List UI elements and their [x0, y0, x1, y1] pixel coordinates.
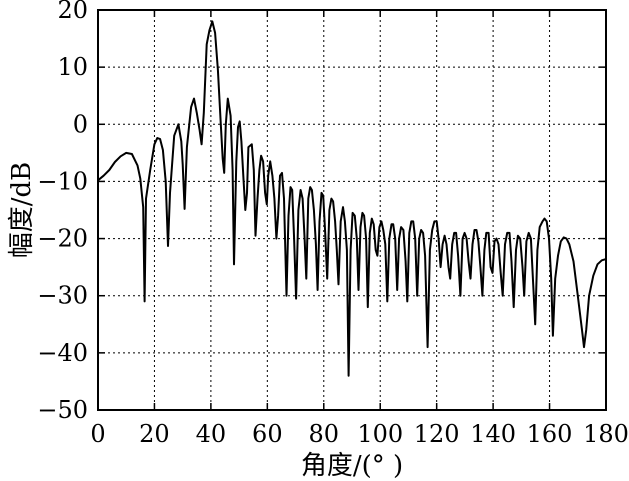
x-tick-label: 160 — [527, 420, 573, 448]
y-tick-label: 20 — [57, 0, 88, 24]
plot-frame — [97, 9, 607, 411]
x-tick-label: 40 — [196, 420, 227, 448]
y-tick-label: −30 — [37, 282, 88, 310]
y-tick-labels: 20 10 0 −10 −20 −30 −40 −50 — [37, 0, 88, 424]
x-tick-label: 20 — [139, 420, 170, 448]
x-tick-label: 60 — [252, 420, 283, 448]
y-tick-label: −50 — [37, 396, 88, 424]
x-tick-label: 140 — [470, 420, 516, 448]
y-tick-label: 0 — [73, 110, 88, 138]
x-tick-label: 80 — [309, 420, 340, 448]
x-tick-label: 180 — [583, 420, 629, 448]
y-tick-label: −40 — [37, 339, 88, 367]
tick-marks — [97, 9, 607, 411]
x-tick-label: 100 — [357, 420, 403, 448]
y-tick-label: −10 — [37, 167, 88, 195]
x-tick-label: 0 — [90, 420, 105, 448]
x-tick-label: 120 — [414, 420, 460, 448]
x-axis-title: 角度/(° ) — [301, 451, 403, 481]
series-line — [97, 20, 607, 377]
x-tick-labels: 0 20 40 60 80 100 120 140 160 180 — [90, 420, 629, 448]
grid — [98, 10, 606, 410]
y-tick-label: 10 — [57, 53, 88, 81]
y-axis-title: 幅度/dB — [7, 162, 37, 259]
y-tick-label: −20 — [37, 225, 88, 253]
